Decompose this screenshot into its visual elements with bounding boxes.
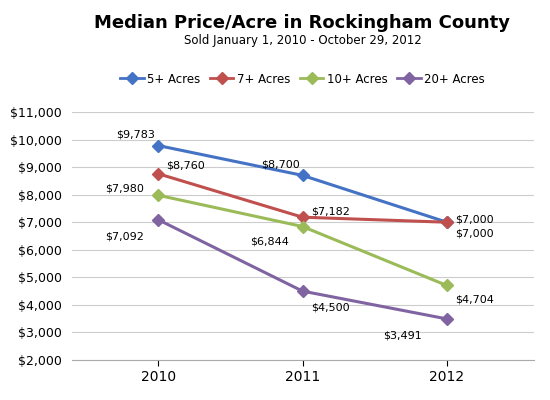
- 20+ Acres: [299, 289, 306, 294]
- Line: 20+ Acres: 20+ Acres: [154, 216, 451, 323]
- 5+ Acres: [299, 173, 306, 178]
- 20+ Acres: [444, 316, 450, 321]
- Text: $7,000: $7,000: [455, 214, 494, 224]
- 7+ Acres: [444, 220, 450, 225]
- Text: $8,700: $8,700: [261, 159, 300, 169]
- Text: $4,704: $4,704: [455, 294, 494, 304]
- Text: $9,783: $9,783: [117, 129, 155, 139]
- Text: $7,000: $7,000: [455, 228, 494, 238]
- 7+ Acres: [299, 215, 306, 220]
- Text: $8,760: $8,760: [167, 160, 205, 170]
- Legend: 5+ Acres, 7+ Acres, 10+ Acres, 20+ Acres: 5+ Acres, 7+ Acres, 10+ Acres, 20+ Acres: [116, 68, 490, 90]
- Text: Sold January 1, 2010 - October 29, 2012: Sold January 1, 2010 - October 29, 2012: [184, 34, 421, 47]
- Text: $6,844: $6,844: [250, 236, 289, 246]
- Line: 10+ Acres: 10+ Acres: [154, 191, 451, 290]
- 5+ Acres: [155, 143, 162, 148]
- 5+ Acres: [444, 220, 450, 225]
- 10+ Acres: [155, 193, 162, 198]
- Text: $7,980: $7,980: [106, 183, 144, 193]
- Text: $3,491: $3,491: [383, 330, 422, 340]
- 10+ Acres: [444, 283, 450, 288]
- 7+ Acres: [155, 171, 162, 176]
- Text: Median Price/Acre in Rockingham County: Median Price/Acre in Rockingham County: [95, 14, 510, 32]
- Text: $4,500: $4,500: [311, 302, 349, 312]
- 10+ Acres: [299, 224, 306, 229]
- Line: 5+ Acres: 5+ Acres: [154, 141, 451, 226]
- 20+ Acres: [155, 217, 162, 222]
- Text: $7,092: $7,092: [106, 231, 144, 241]
- Line: 7+ Acres: 7+ Acres: [154, 170, 451, 226]
- Text: $7,182: $7,182: [311, 206, 350, 216]
